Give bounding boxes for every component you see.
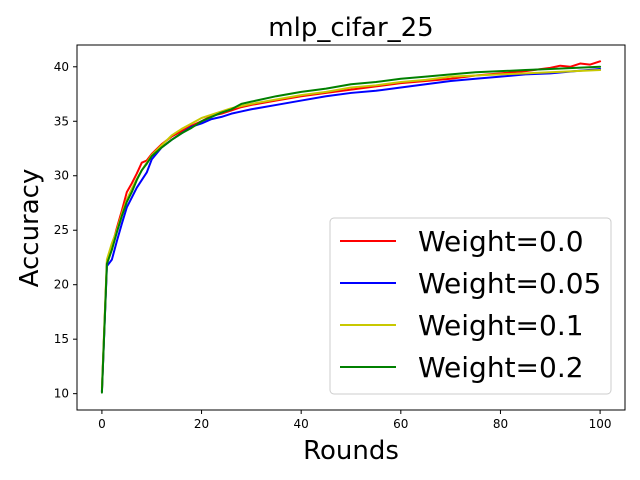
chart-title: mlp_cifar_25 xyxy=(268,13,433,43)
series-line-0 xyxy=(100,60,602,393)
legend-label: Weight=0.05 xyxy=(418,267,601,300)
series-line-3 xyxy=(100,65,602,394)
series-layer xyxy=(100,60,602,394)
series-line-2 xyxy=(100,69,602,390)
y-tick-label: 30 xyxy=(54,169,69,183)
x-tick-label: 40 xyxy=(294,417,309,431)
y-tick-label: 15 xyxy=(54,332,69,346)
x-tick-label: 20 xyxy=(194,417,209,431)
legend-label: Weight=0.2 xyxy=(418,351,584,384)
x-axis: 0 20 40 60 80 100 xyxy=(98,410,612,431)
legend-label: Weight=0.0 xyxy=(418,225,584,258)
legend: Weight=0.0 Weight=0.05 Weight=0.1 Weight=0.… xyxy=(329,217,612,395)
series-line-1 xyxy=(100,67,602,393)
x-tick-label: 0 xyxy=(98,417,106,431)
y-tick-label: 40 xyxy=(54,60,69,74)
y-tick-label: 35 xyxy=(54,114,69,128)
legend-box xyxy=(329,217,612,395)
y-tick-label: 25 xyxy=(54,223,69,237)
x-tick-label: 100 xyxy=(589,417,612,431)
legend-label: Weight=0.1 xyxy=(418,309,584,342)
x-axis-title: Rounds xyxy=(303,436,399,466)
y-tick-label: 20 xyxy=(54,278,69,292)
x-tick-label: 80 xyxy=(493,417,508,431)
y-tick-label: 10 xyxy=(54,387,69,401)
y-axis: 10 15 20 25 30 35 40 xyxy=(54,60,77,401)
plot-frame xyxy=(76,44,626,411)
y-axis-title: Accuracy xyxy=(15,169,45,288)
x-tick-label: 60 xyxy=(393,417,408,431)
